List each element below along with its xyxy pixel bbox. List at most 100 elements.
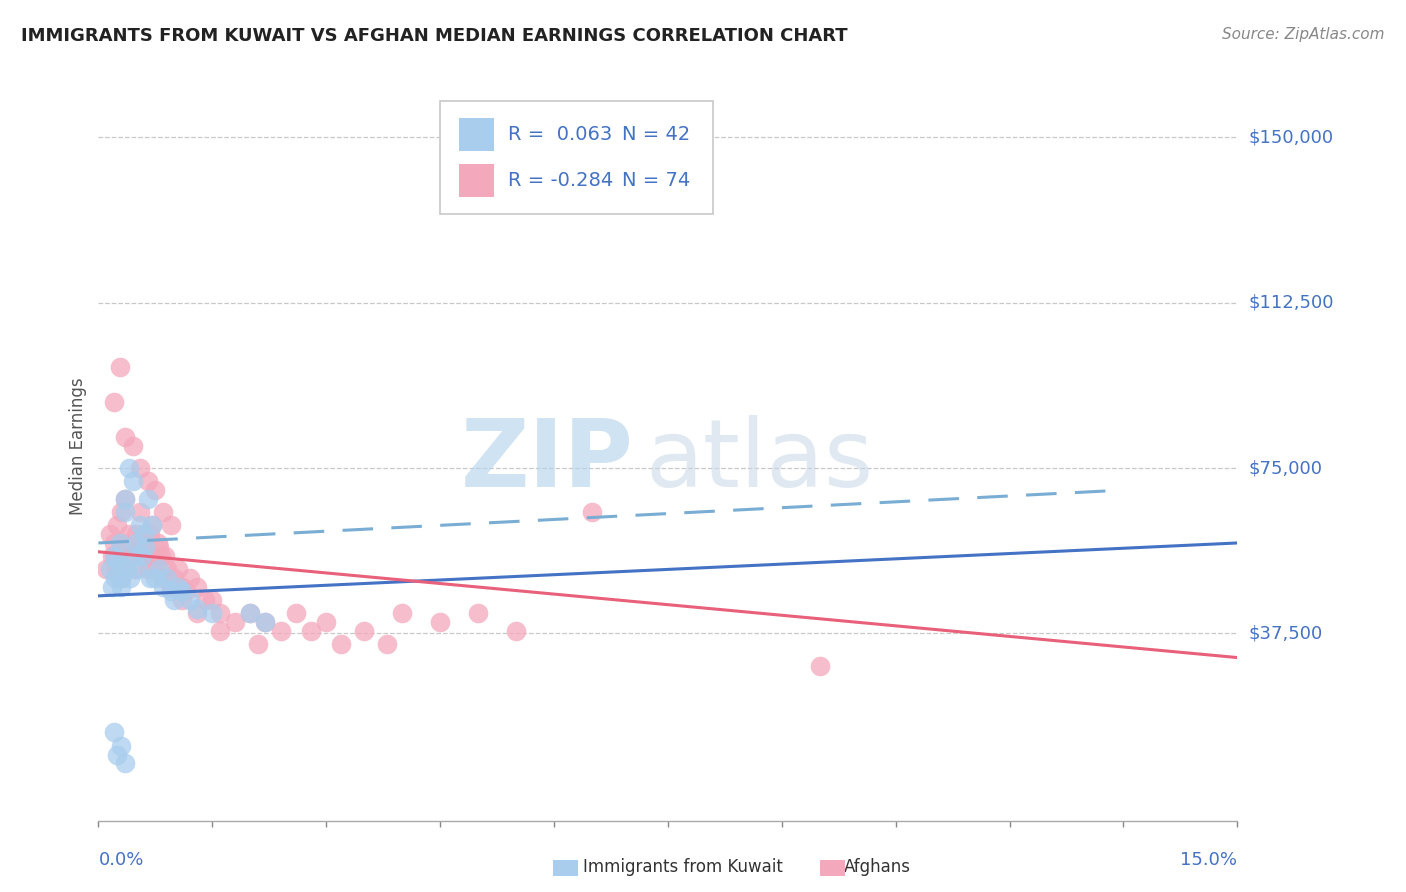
Point bbox=[117, 562, 139, 576]
Text: atlas: atlas bbox=[645, 415, 873, 507]
Point bbox=[145, 483, 167, 497]
Point bbox=[581, 505, 603, 519]
Point bbox=[254, 615, 277, 630]
Point bbox=[208, 624, 231, 639]
Point bbox=[110, 739, 132, 753]
Text: N = 42: N = 42 bbox=[623, 125, 690, 144]
Point bbox=[136, 475, 159, 489]
Point bbox=[146, 536, 169, 550]
Point bbox=[132, 527, 155, 541]
Point bbox=[186, 602, 208, 616]
Point bbox=[103, 536, 125, 550]
Point bbox=[152, 571, 174, 585]
Point bbox=[124, 549, 146, 564]
Point bbox=[107, 747, 129, 762]
Text: $37,500: $37,500 bbox=[1249, 624, 1323, 642]
Point bbox=[239, 607, 262, 621]
Point bbox=[179, 593, 201, 607]
Point bbox=[114, 491, 136, 506]
Point bbox=[121, 541, 143, 555]
Text: $75,000: $75,000 bbox=[1249, 459, 1323, 477]
Text: $112,500: $112,500 bbox=[1249, 293, 1334, 312]
Point bbox=[170, 593, 193, 607]
Point bbox=[129, 505, 152, 519]
Point bbox=[201, 593, 224, 607]
Text: ZIP: ZIP bbox=[461, 415, 634, 507]
Text: 0.0%: 0.0% bbox=[98, 851, 143, 869]
Point bbox=[98, 527, 121, 541]
Point bbox=[114, 430, 136, 444]
Point bbox=[117, 549, 139, 564]
Point bbox=[239, 607, 262, 621]
Point bbox=[120, 549, 142, 564]
Point bbox=[429, 615, 451, 630]
Text: Source: ZipAtlas.com: Source: ZipAtlas.com bbox=[1222, 27, 1385, 42]
Point bbox=[170, 584, 193, 599]
Point bbox=[163, 593, 186, 607]
Text: R =  0.063: R = 0.063 bbox=[509, 125, 613, 144]
Point bbox=[111, 558, 134, 572]
Point bbox=[129, 461, 152, 475]
Point bbox=[270, 624, 292, 639]
Point bbox=[104, 549, 127, 564]
Point bbox=[330, 637, 353, 651]
Point bbox=[156, 571, 179, 585]
Y-axis label: Median Earnings: Median Earnings bbox=[69, 377, 87, 515]
Point bbox=[127, 541, 149, 555]
Point bbox=[159, 580, 181, 594]
Point bbox=[155, 549, 177, 564]
Point bbox=[375, 637, 398, 651]
Point bbox=[107, 562, 129, 576]
Point bbox=[107, 553, 129, 567]
Point bbox=[148, 541, 170, 555]
Point bbox=[108, 571, 131, 585]
Point bbox=[186, 580, 208, 594]
Point bbox=[121, 475, 143, 489]
Point bbox=[121, 439, 143, 453]
Point bbox=[315, 615, 337, 630]
Point bbox=[167, 580, 190, 594]
Point bbox=[125, 527, 148, 541]
Point bbox=[114, 756, 136, 771]
Point bbox=[131, 549, 153, 564]
Point bbox=[101, 549, 124, 564]
Point bbox=[152, 505, 174, 519]
Point bbox=[808, 659, 831, 673]
Point bbox=[156, 562, 179, 576]
Text: R = -0.284: R = -0.284 bbox=[509, 171, 613, 190]
Point bbox=[118, 461, 141, 475]
Point bbox=[104, 571, 127, 585]
Point bbox=[134, 541, 156, 555]
Point bbox=[142, 549, 165, 564]
Point bbox=[98, 562, 121, 576]
Point bbox=[145, 562, 167, 576]
Point bbox=[208, 607, 231, 621]
Point bbox=[136, 491, 159, 506]
Point bbox=[391, 607, 413, 621]
Point bbox=[170, 580, 193, 594]
Point bbox=[101, 580, 124, 594]
Point bbox=[254, 615, 277, 630]
Text: Immigrants from Kuwait: Immigrants from Kuwait bbox=[583, 858, 783, 876]
FancyBboxPatch shape bbox=[460, 118, 494, 152]
Point bbox=[108, 359, 131, 374]
Text: N = 74: N = 74 bbox=[623, 171, 690, 190]
Text: 15.0%: 15.0% bbox=[1180, 851, 1237, 869]
Point bbox=[224, 615, 246, 630]
Point bbox=[110, 580, 132, 594]
Point bbox=[114, 491, 136, 506]
Point bbox=[103, 395, 125, 409]
Point bbox=[467, 607, 489, 621]
Point bbox=[148, 562, 170, 576]
Point bbox=[186, 607, 208, 621]
Point bbox=[201, 607, 224, 621]
Point bbox=[246, 637, 269, 651]
Point bbox=[129, 518, 152, 533]
Point bbox=[118, 527, 141, 541]
Point bbox=[505, 624, 527, 639]
Point bbox=[179, 571, 201, 585]
FancyBboxPatch shape bbox=[440, 102, 713, 214]
Point bbox=[194, 593, 217, 607]
Point bbox=[284, 607, 307, 621]
Point bbox=[141, 518, 163, 533]
